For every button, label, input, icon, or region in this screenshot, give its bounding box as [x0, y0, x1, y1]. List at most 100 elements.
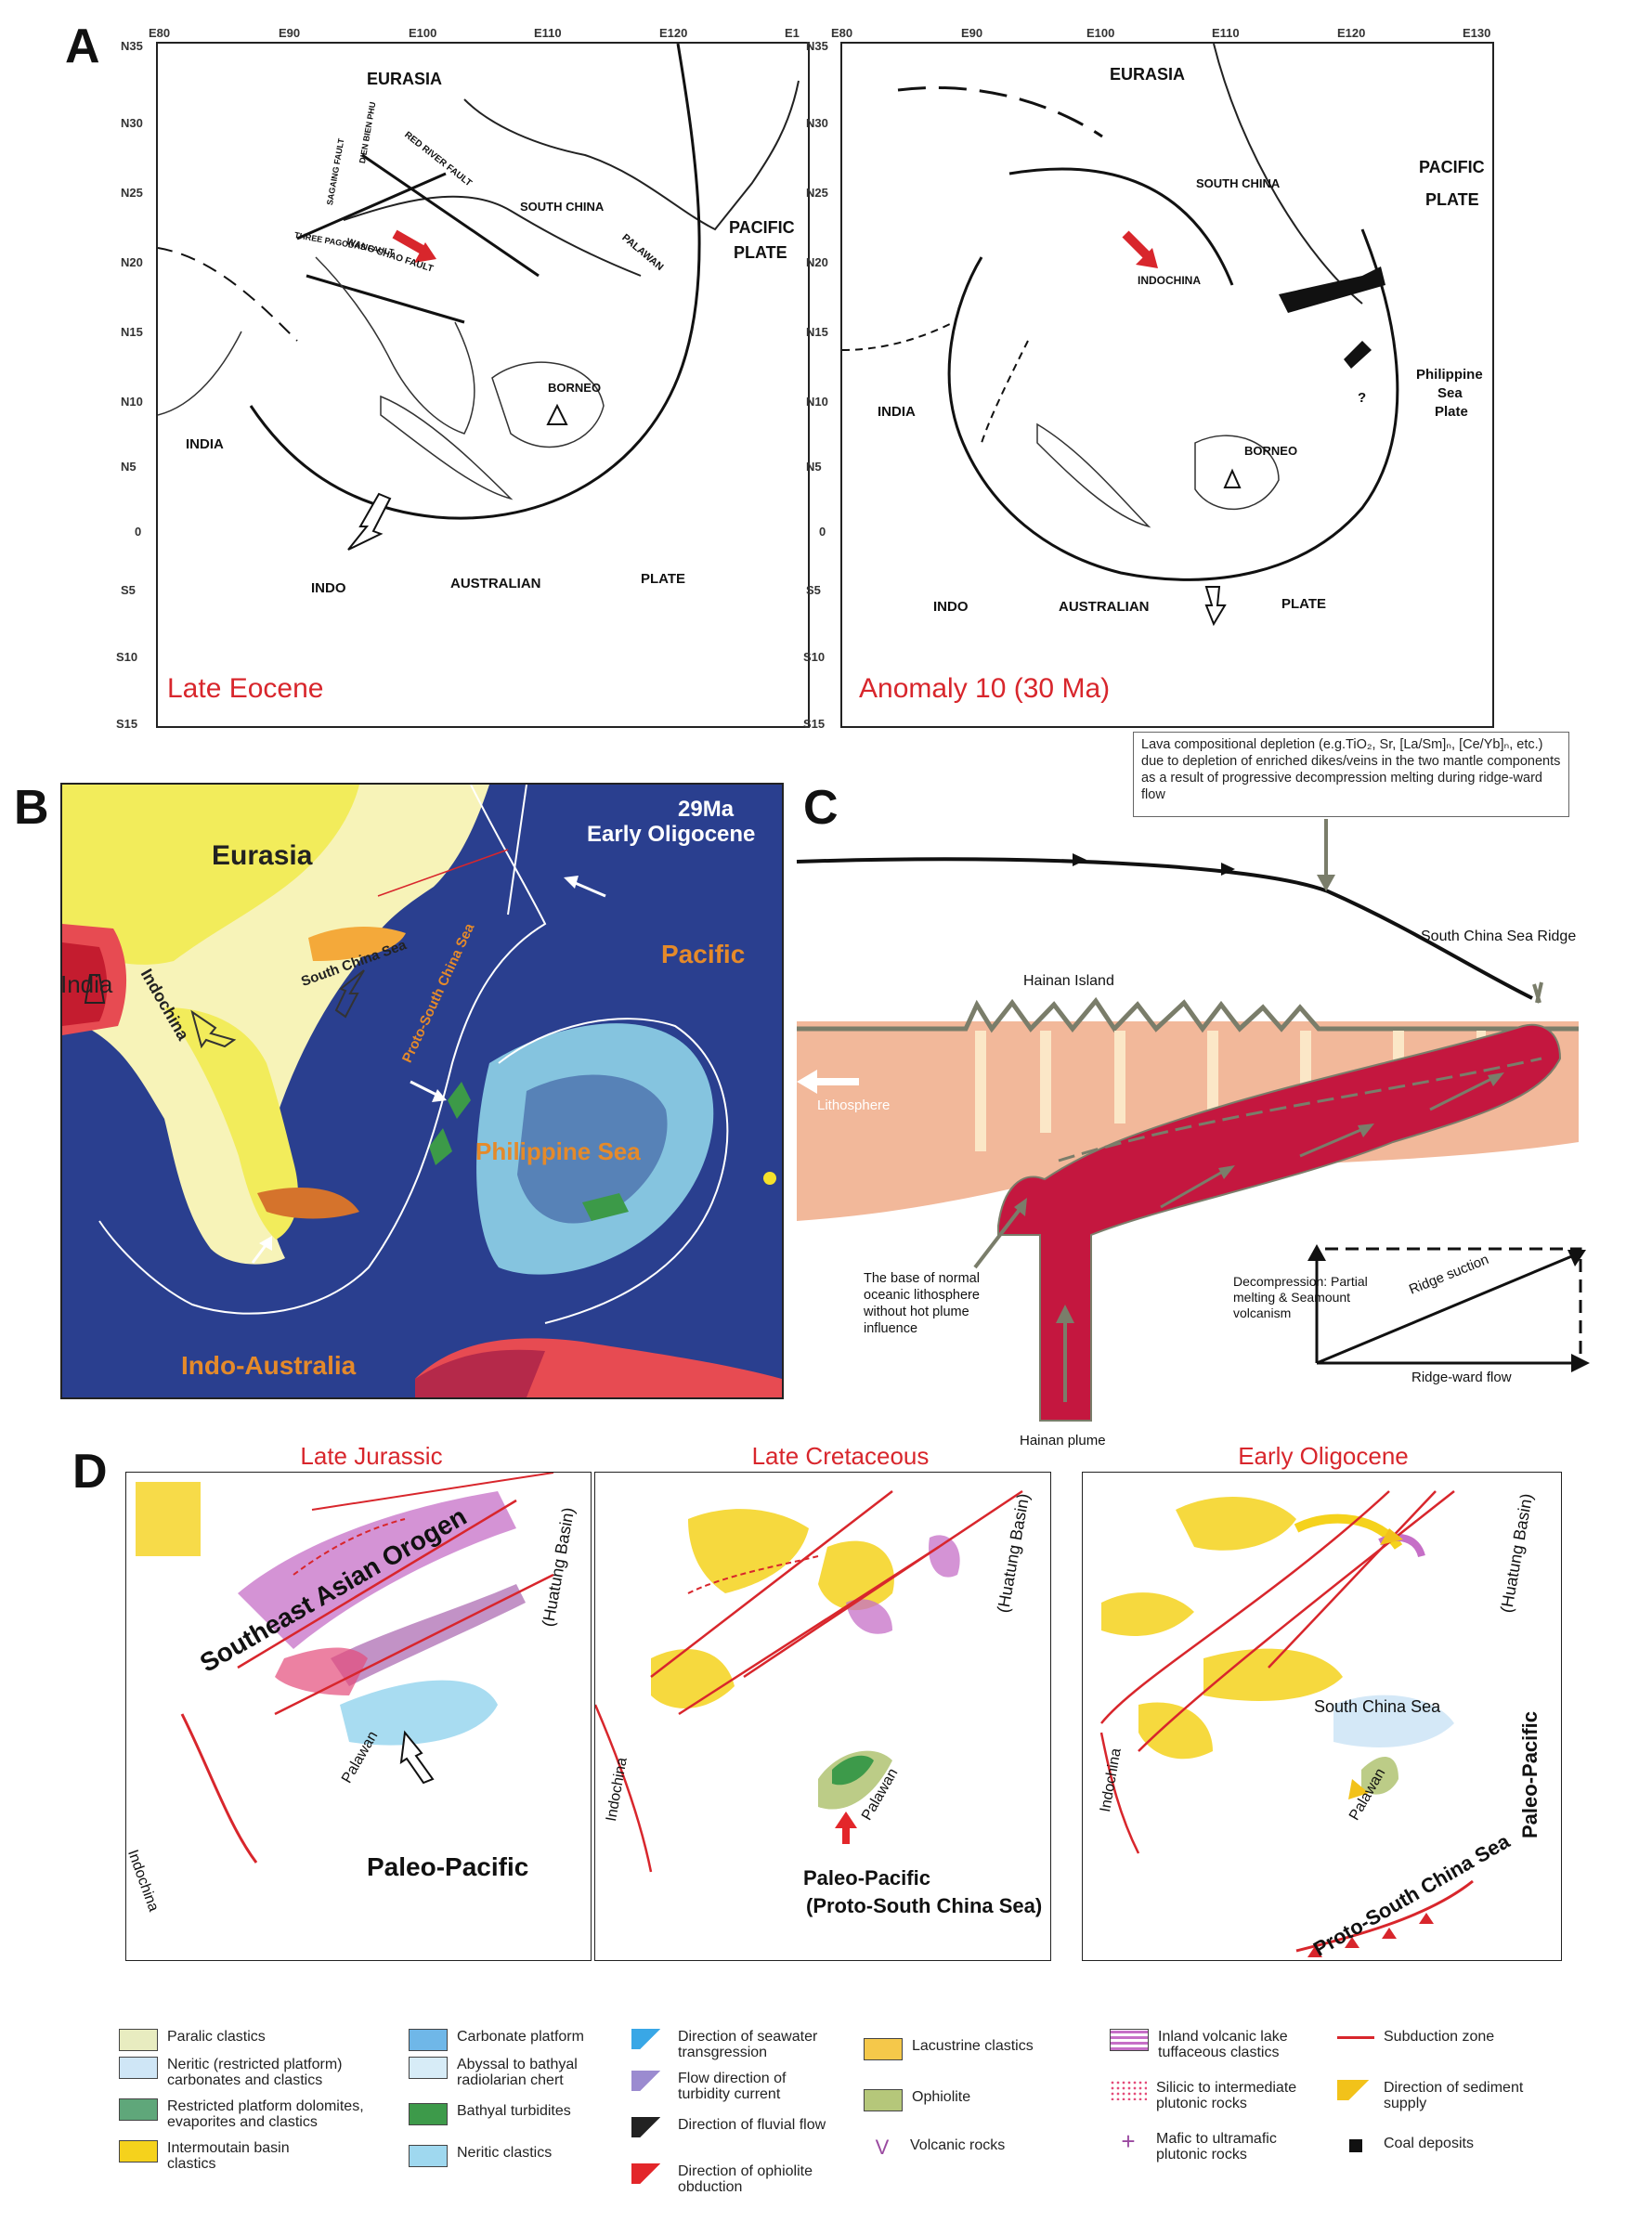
c-callout-box: Lava compositional depletion (e.g.TiO₂, …	[1133, 732, 1569, 817]
legend-swatch	[119, 2098, 158, 2121]
legend-text: Lacustrine clastics	[912, 2038, 1034, 2054]
legend-swatch	[864, 2089, 903, 2111]
legend-item: Neritic (restricted platform) carbonates…	[119, 2057, 379, 2088]
lat-tick: N5	[121, 460, 137, 474]
legend-swatch	[1110, 2029, 1149, 2051]
legend-item: Coal deposits	[1337, 2136, 1474, 2156]
label-india: INDIA	[878, 404, 916, 420]
map-late-jurassic	[125, 1472, 592, 1961]
d-label-scs: South China Sea	[1314, 1697, 1441, 1716]
lat-tick: N20	[806, 255, 828, 269]
legend-item: Restricted platform dolomites, evaporite…	[119, 2098, 407, 2130]
lon-tick: E130	[1463, 26, 1491, 40]
lat-tick: N15	[806, 325, 828, 339]
panel-a-letter: A	[65, 19, 100, 73]
label-indo: INDO	[311, 580, 346, 596]
era-late-eocene: Late Eocene	[167, 673, 324, 704]
legend-text: Neritic clastics	[457, 2145, 553, 2161]
lon-tick: E110	[1212, 26, 1240, 40]
legend-text: Bathyal turbidites	[457, 2103, 571, 2119]
lon-tick: E1	[785, 26, 800, 40]
lon-tick: E120	[659, 26, 688, 40]
legend-arrow-fluvial-icon	[631, 2117, 669, 2137]
c-ridge-flow-label: Ridge-ward flow	[1411, 1370, 1512, 1385]
sediment-supply-arrow-icon	[1337, 2080, 1374, 2100]
legend-swatch	[409, 2103, 448, 2125]
label-india: INDIA	[186, 436, 224, 452]
lat-tick: N15	[121, 325, 143, 339]
lat-tick: S10	[116, 650, 138, 664]
legend-swatch	[409, 2029, 448, 2051]
legend-swatch	[1110, 2080, 1147, 2100]
legend-swatch	[119, 2029, 158, 2051]
era-anomaly-10: Anomaly 10 (30 Ma)	[859, 673, 1111, 704]
lat-tick: N35	[121, 39, 143, 53]
legend-arrow-ophiolite-icon	[631, 2163, 669, 2184]
legend-text: Mafic to ultramafic plutonic rocks	[1156, 2131, 1277, 2163]
label-plate-ph: Plate	[1435, 404, 1468, 420]
lon-tick: E80	[831, 26, 853, 40]
label-borneo: BORNEO	[1244, 444, 1298, 458]
legend-item: + Mafic to ultramafic plutonic rocks	[1110, 2127, 1323, 2163]
lat-tick: S15	[116, 717, 138, 731]
legend-item: Paralic clastics	[119, 2029, 266, 2051]
label-eurasia: EURASIA	[1110, 65, 1186, 84]
map-early-oligocene	[60, 783, 784, 1399]
legend-text: Silicic to intermediate plutonic rocks	[1156, 2080, 1297, 2111]
c-callout-text: Lava compositional depletion (e.g.TiO₂, …	[1141, 737, 1561, 802]
lat-tick: 0	[819, 525, 826, 539]
map-anomaly-10-drawing	[842, 44, 1399, 627]
lat-tick: S5	[806, 583, 821, 597]
legend-arrow-turbidity-icon	[631, 2071, 669, 2091]
b-epoch-label: Early Oligocene	[587, 822, 756, 847]
map-anomaly-10	[840, 42, 1494, 728]
c-lithosphere-label: Lithosphere	[817, 1098, 891, 1113]
legend-text: Carbonate platform	[457, 2029, 584, 2045]
b-india-label: India	[60, 970, 113, 998]
legend-swatch	[119, 2140, 158, 2163]
label-plate-south: PLATE	[1281, 596, 1327, 612]
c-decompression-label: Decompression: Partial melting & Seamoun…	[1233, 1274, 1368, 1320]
legend-text: Coal deposits	[1384, 2136, 1474, 2151]
legend-item: Lacustrine clastics	[864, 2038, 1034, 2060]
map-late-cretaceous	[594, 1472, 1051, 1961]
legend-text: Direction of sediment supply	[1384, 2080, 1524, 2111]
legend-text: Restricted platform dolomites, evaporite…	[167, 2098, 364, 2130]
lon-tick: E100	[1086, 26, 1115, 40]
map-late-cretaceous-drawing	[595, 1489, 1023, 1873]
lat-tick: S10	[803, 650, 826, 664]
label-plate-south: PLATE	[641, 571, 686, 587]
legend-swatch	[119, 2057, 158, 2079]
lat-tick: N10	[806, 395, 828, 409]
lon-tick: E90	[279, 26, 301, 40]
lon-tick: E120	[1337, 26, 1366, 40]
label-indo: INDO	[933, 599, 969, 615]
lat-tick: N30	[806, 116, 828, 130]
map-early-oligocene-d	[1082, 1472, 1562, 1961]
d-label-paleo-pacific: Paleo-Pacific	[1518, 1711, 1541, 1838]
legend-text: Inland volcanic lake tuffaceous clastics	[1158, 2029, 1288, 2060]
legend-item: Ophiolite	[864, 2089, 970, 2111]
coal-deposit-icon	[1349, 2139, 1362, 2152]
label-pacific: PACIFIC	[1419, 158, 1485, 176]
legend-text: Direction of fluvial flow	[678, 2117, 826, 2133]
mafic-plus-icon: +	[1121, 2127, 1136, 2155]
legend-text: Volcanic rocks	[910, 2137, 1006, 2153]
legend-text: Neritic (restricted platform) carbonates…	[167, 2057, 343, 2088]
label-plate: PLATE	[1425, 190, 1479, 209]
legend-item: Subduction zone	[1337, 2029, 1494, 2048]
lat-tick: N25	[806, 186, 828, 200]
label-south-china: SOUTH CHINA	[520, 200, 605, 214]
d-label-paleo-pacific: Paleo-Pacific	[367, 1852, 529, 1881]
label-pacific: PACIFIC	[729, 218, 795, 237]
label-plate: PLATE	[734, 243, 787, 262]
b-age-label: 29Ma	[678, 797, 735, 822]
label-australian: AUSTRALIAN	[1059, 599, 1150, 615]
lon-tick: E90	[961, 26, 983, 40]
b-indo-australia-label: Indo-Australia	[181, 1351, 357, 1380]
panel-c-letter: C	[803, 781, 839, 835]
legend-item: Bathyal turbidites	[409, 2103, 571, 2125]
label-south-china: SOUTH CHINA	[1196, 176, 1281, 190]
panel-b-letter: B	[14, 781, 49, 835]
label-sea: Sea	[1437, 385, 1463, 401]
